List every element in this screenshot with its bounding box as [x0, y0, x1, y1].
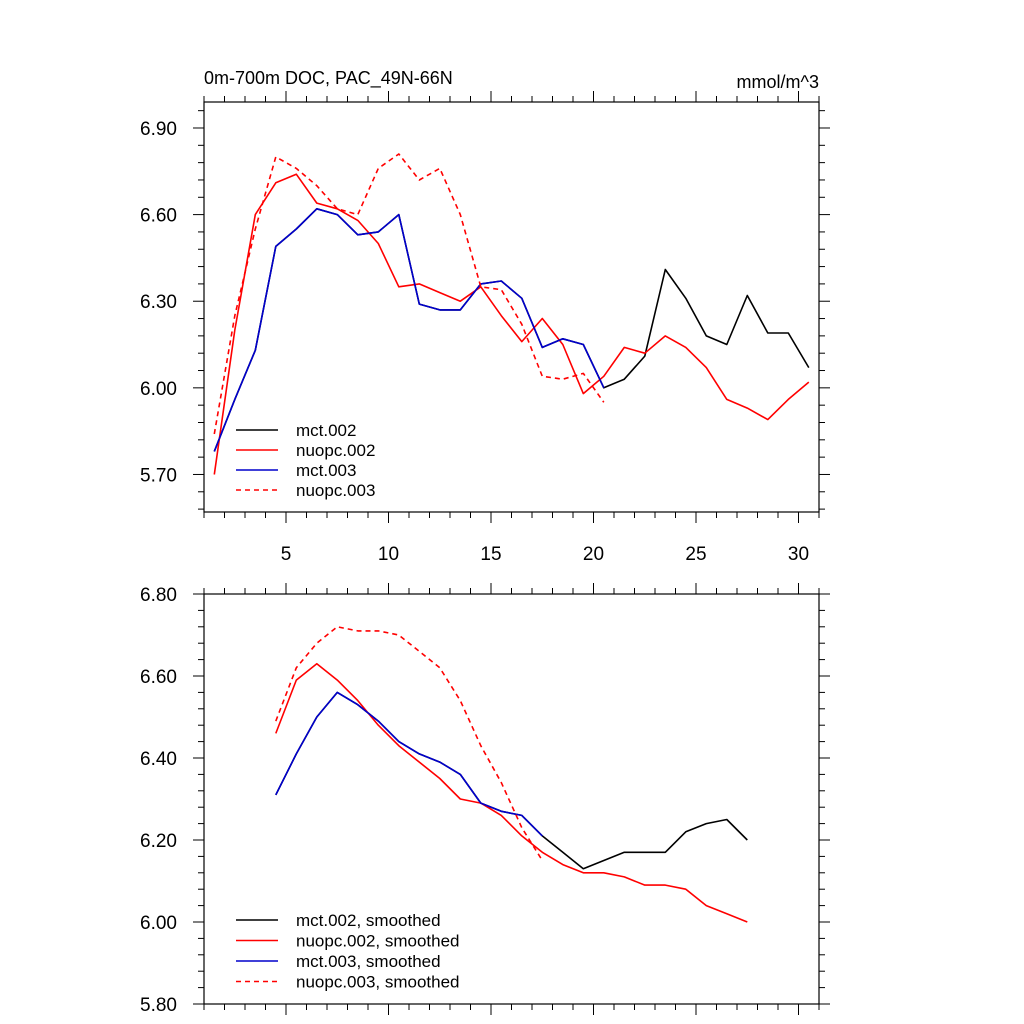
x-tick-label: 20 — [583, 544, 604, 565]
units-label: mmol/m^3 — [737, 72, 819, 92]
series-line — [275, 625, 543, 861]
legend-label: nuopc.003 — [296, 481, 375, 500]
legend-label: mct.003, smoothed — [296, 952, 441, 971]
series-line — [275, 691, 748, 870]
legend-label: mct.003 — [296, 461, 356, 480]
y-tick-label: 6.30 — [140, 292, 177, 313]
legend-label: nuopc.003, smoothed — [296, 973, 460, 992]
legend-bottom: mct.002, smoothed nuopc.002, smoothedmct.… — [236, 911, 460, 992]
x-tick-label: 10 — [378, 544, 399, 565]
panel-top: 0m-700m DOC, PAC_49N-66N mmol/m^3 5 10 15 2… — [140, 68, 830, 565]
chart-title: 0m-700m DOC, PAC_49N-66N — [204, 68, 453, 89]
x-tick-label: 30 — [788, 544, 809, 565]
y-tick-label: 6.90 — [140, 119, 177, 140]
y-tick-label: 5.70 — [140, 465, 177, 486]
panel-bottom: 5.80 6.00 6.20 6.40 6.60 6.80 mct.002, smooth… — [140, 583, 830, 1016]
series-line — [275, 662, 748, 923]
x-tick-label: 5 — [281, 544, 292, 565]
y-tick-label: 6.60 — [140, 206, 177, 227]
series-line — [213, 208, 605, 452]
series-line — [213, 208, 810, 452]
y-tick-label: 6.40 — [140, 749, 177, 770]
y-tick-label: 6.00 — [140, 379, 177, 400]
series-line — [213, 173, 810, 475]
y-tick-label: 6.80 — [140, 585, 177, 606]
y-tick-label: 6.00 — [140, 913, 177, 934]
legend-label: mct.002 — [296, 421, 356, 440]
legend-label: nuopc.002, smoothed — [296, 932, 460, 951]
x-tick-label: 25 — [685, 544, 706, 565]
legend-label: mct.002, smoothed — [296, 911, 441, 930]
y-tick-label: 6.60 — [140, 667, 177, 688]
series-line — [275, 691, 543, 837]
x-tick-label: 15 — [480, 544, 501, 565]
y-tick-label: 5.80 — [140, 995, 177, 1016]
series-line — [213, 153, 605, 435]
y-tick-label: 6.20 — [140, 831, 177, 852]
legend-label: nuopc.002 — [296, 441, 375, 460]
